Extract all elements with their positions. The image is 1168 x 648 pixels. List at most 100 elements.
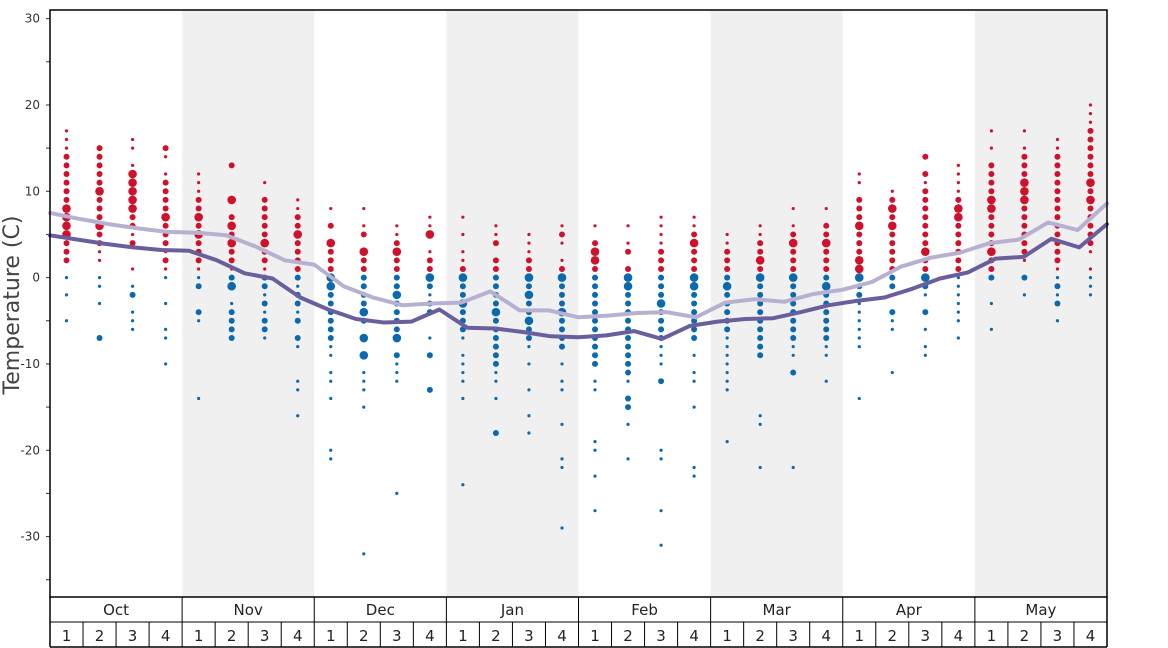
temperature-dot	[162, 179, 169, 186]
temperature-dot	[360, 283, 367, 290]
temperature-dot	[461, 483, 465, 487]
temperature-dot	[426, 352, 433, 359]
temperature-dot	[790, 265, 797, 272]
temperature-dot	[1054, 188, 1061, 195]
temperature-dot	[327, 335, 334, 342]
temperature-dot	[1054, 153, 1061, 160]
week-label: 4	[557, 627, 567, 645]
temperature-dot	[757, 309, 764, 316]
temperature-dot	[96, 145, 103, 152]
temperature-dot	[492, 265, 499, 272]
upper-trend-line	[48, 201, 1109, 320]
temperature-dot	[790, 300, 797, 307]
temperature-dot	[360, 265, 367, 272]
temperature-dot	[557, 273, 567, 282]
temperature-dot	[491, 307, 501, 317]
temperature-dot	[130, 310, 135, 314]
temperature-dot	[821, 281, 831, 291]
temperature-dot	[1088, 267, 1093, 271]
temperature-dot	[790, 291, 797, 298]
temperature-dot	[691, 300, 698, 307]
month-shading-bands	[182, 10, 1107, 597]
temperature-dot	[294, 240, 301, 247]
week-label: 2	[1020, 627, 1030, 645]
temperature-dot	[854, 221, 864, 231]
temperature-dot	[130, 319, 135, 323]
temperature-dot	[494, 379, 498, 383]
temperature-dot	[625, 335, 632, 342]
temperature-dot	[592, 326, 599, 333]
y-axis-label: Temperature (C)	[0, 216, 25, 396]
temperature-dot	[129, 214, 136, 221]
temperature-dot	[854, 264, 864, 274]
temperature-dot	[725, 388, 729, 392]
temperature-dot	[261, 257, 268, 264]
temperature-dot	[527, 388, 531, 392]
temperature-dot	[294, 214, 301, 221]
temperature-dot	[194, 212, 203, 222]
temperature-dot	[164, 327, 168, 331]
temperature-dot	[692, 379, 696, 383]
temperature-dot	[1054, 171, 1061, 178]
temperature-dot	[525, 335, 532, 342]
temperature-dot	[560, 422, 564, 426]
temperature-dot	[1054, 248, 1061, 255]
temperature-dot	[164, 172, 168, 176]
temperature-dot	[856, 214, 863, 221]
temperature-dot	[293, 230, 303, 239]
temperature-dot	[492, 343, 499, 350]
temperature-dot	[527, 345, 531, 349]
temperature-dot	[261, 231, 268, 238]
temperature-dot	[428, 250, 432, 254]
temperature-dot	[195, 283, 202, 290]
temperature-dot	[691, 231, 698, 238]
temperature-dot	[97, 301, 102, 306]
temperature-dot	[889, 309, 896, 316]
month-label: Apr	[896, 601, 923, 619]
temperature-dot	[692, 215, 696, 219]
temperature-dot	[227, 221, 236, 231]
y-tick-label: -30	[20, 530, 40, 544]
temperature-dot	[492, 429, 499, 436]
temperature-dot	[494, 396, 498, 401]
temperature-dot	[758, 465, 762, 470]
temperature-dot	[989, 146, 993, 150]
temperature-dot	[527, 431, 531, 435]
temperature-dot	[922, 231, 929, 238]
temperature-dot	[96, 179, 103, 186]
week-label: 2	[227, 627, 237, 645]
temperature-dot	[362, 552, 366, 556]
temperature-dot	[658, 291, 665, 298]
week-label: 1	[590, 627, 600, 645]
temperature-dot	[296, 388, 300, 392]
temperature-dot	[461, 250, 465, 254]
temperature-dot	[1055, 146, 1060, 150]
temperature-dot	[362, 388, 366, 392]
temperature-dot	[592, 300, 599, 307]
temperature-dot	[955, 265, 962, 272]
temperature-dot	[592, 283, 599, 290]
temperature-dot	[1087, 136, 1094, 143]
temperature-dot	[592, 240, 599, 247]
temperature-dot	[659, 448, 663, 452]
temperature-dot	[296, 345, 300, 349]
temperature-dot	[691, 335, 698, 342]
y-axis: 30 20 10 0 -10 -20 -30	[20, 12, 50, 581]
temperature-dot	[922, 240, 929, 247]
temperature-dot	[790, 326, 797, 333]
temperature-dot	[329, 396, 333, 401]
temperature-dot	[757, 352, 764, 359]
temperature-dot	[691, 265, 698, 272]
temperature-dot	[195, 240, 202, 247]
temperature-dot	[689, 238, 699, 248]
temperature-dot	[922, 214, 929, 221]
temperature-dot	[1054, 196, 1061, 203]
temperature-dot	[64, 293, 69, 297]
temperature-dot	[889, 283, 896, 290]
temperature-dot	[227, 238, 236, 248]
temperature-dot	[592, 309, 599, 316]
temperature-dot	[725, 353, 729, 357]
temperature-dot	[593, 379, 597, 383]
temperature-dot	[955, 231, 962, 238]
